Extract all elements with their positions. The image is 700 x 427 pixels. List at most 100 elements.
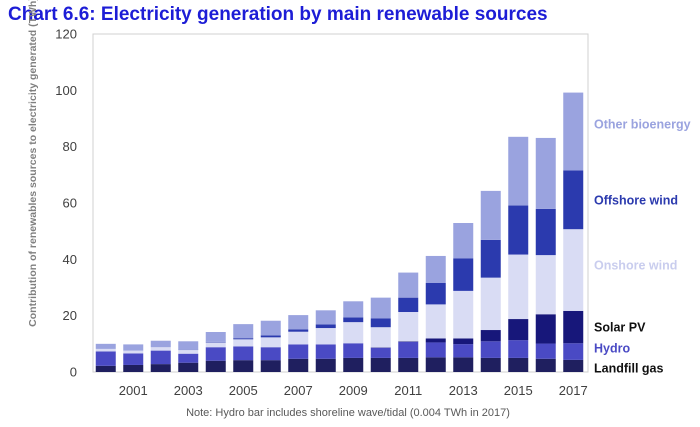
bar-segment [315, 358, 336, 372]
bar-segment [370, 357, 391, 372]
bar-segment [425, 338, 446, 343]
x-tick-label: 2005 [229, 383, 258, 398]
bar-segment [343, 317, 364, 323]
y-axis-label: Contribution of renewables sources to el… [27, 0, 39, 327]
bar-segment [398, 341, 419, 342]
bar-segment [480, 330, 501, 342]
legend-label: Other bioenergy [594, 118, 691, 132]
legend-label: Offshore wind [594, 194, 678, 208]
y-tick-label: 80 [63, 139, 77, 154]
bar-segment [563, 170, 584, 230]
bar-segment [398, 272, 419, 298]
bar-segment [508, 254, 529, 320]
bar-segment [453, 338, 474, 345]
bar-segment [480, 239, 501, 278]
chart-note: Note: Hydro bar includes shoreline wave/… [186, 407, 510, 419]
bar-segment [343, 322, 364, 344]
x-tick-label: 2007 [284, 383, 313, 398]
x-tick-label: 2003 [174, 383, 203, 398]
bar-segment [563, 359, 584, 372]
bar-segment [123, 350, 144, 354]
y-tick-label: 60 [63, 196, 77, 211]
bar-segment [233, 360, 254, 372]
bar-segment [233, 324, 254, 339]
x-axis-ticks: 2001 2003 2005 2007 2009 2011 2013 2015 2017 [119, 383, 588, 398]
y-axis-ticks: 0 20 40 60 80 100 120 [55, 27, 77, 380]
bar-segment [508, 357, 529, 372]
bar-segment [260, 360, 281, 372]
bar-segment [343, 301, 364, 318]
legend-label: Hydro [594, 342, 630, 356]
bar-segment [343, 343, 364, 358]
bar-segment [453, 258, 474, 291]
bar-segment [425, 255, 446, 283]
bar-segment [95, 365, 116, 372]
bar-segment [508, 340, 529, 358]
bar-segment [343, 357, 364, 372]
bar-segment [425, 342, 446, 358]
bar-segment [205, 342, 226, 348]
bar-segment [315, 344, 336, 359]
bar-segment [178, 353, 199, 363]
x-tick-label: 2017 [559, 383, 588, 398]
bar-segment [453, 344, 474, 358]
bar-segment [370, 347, 391, 358]
bar-segment [205, 347, 226, 361]
x-tick-label: 2009 [339, 383, 368, 398]
bar-segment [178, 350, 199, 354]
bar-segment [123, 344, 144, 351]
bar-segment [288, 358, 309, 372]
bar-segment [205, 332, 226, 342]
bar-segment [508, 319, 529, 341]
bar-segment [563, 92, 584, 171]
bar-segment [95, 348, 116, 352]
bar-segment [535, 208, 556, 256]
bar-segment [150, 347, 171, 351]
plot-area-frame [92, 33, 589, 373]
bars-group [95, 92, 584, 372]
legend-label: Onshore wind [594, 258, 677, 272]
bar-segment [123, 353, 144, 365]
bar-segment [260, 337, 281, 348]
bar-segment [535, 358, 556, 372]
bar-segment [315, 324, 336, 329]
bar-segment [370, 297, 391, 319]
y-tick-label: 100 [55, 83, 77, 98]
bar-segment [205, 341, 226, 343]
bar-segment [260, 335, 281, 338]
bar-segment [453, 290, 474, 339]
bar-segment [288, 315, 309, 330]
bar-segment [370, 318, 391, 328]
bar-segment [398, 297, 419, 313]
bar-segment [288, 329, 309, 332]
bar-segment [398, 312, 419, 342]
bar-segment [370, 327, 391, 348]
bar-segment [508, 205, 529, 255]
x-tick-label: 2011 [394, 383, 422, 398]
bar-segment [563, 310, 584, 344]
bar-segment [508, 136, 529, 206]
bar-segment [563, 343, 584, 360]
bar-segment [260, 347, 281, 361]
bar-segment [233, 346, 254, 361]
bar-segment [315, 310, 336, 325]
bar-segment [480, 341, 501, 358]
x-tick-label: 2013 [449, 383, 478, 398]
bar-segment [535, 255, 556, 315]
bar-segment [315, 328, 336, 345]
bar-segment [398, 357, 419, 372]
y-tick-label: 20 [63, 308, 77, 323]
chart-title: Chart 6.6: Electricity generation by mai… [8, 4, 548, 25]
bar-segment [535, 343, 556, 359]
bar-segment [150, 350, 171, 365]
bar-segment [535, 137, 556, 209]
bar-segment [288, 331, 309, 345]
bar-segment [480, 357, 501, 372]
legend-label: Landfill gas [594, 361, 664, 375]
bar-segment [535, 314, 556, 344]
bar-segment [150, 364, 171, 372]
bar-segment [425, 304, 446, 339]
bar-segment [205, 360, 226, 372]
bar-segment [95, 351, 116, 366]
